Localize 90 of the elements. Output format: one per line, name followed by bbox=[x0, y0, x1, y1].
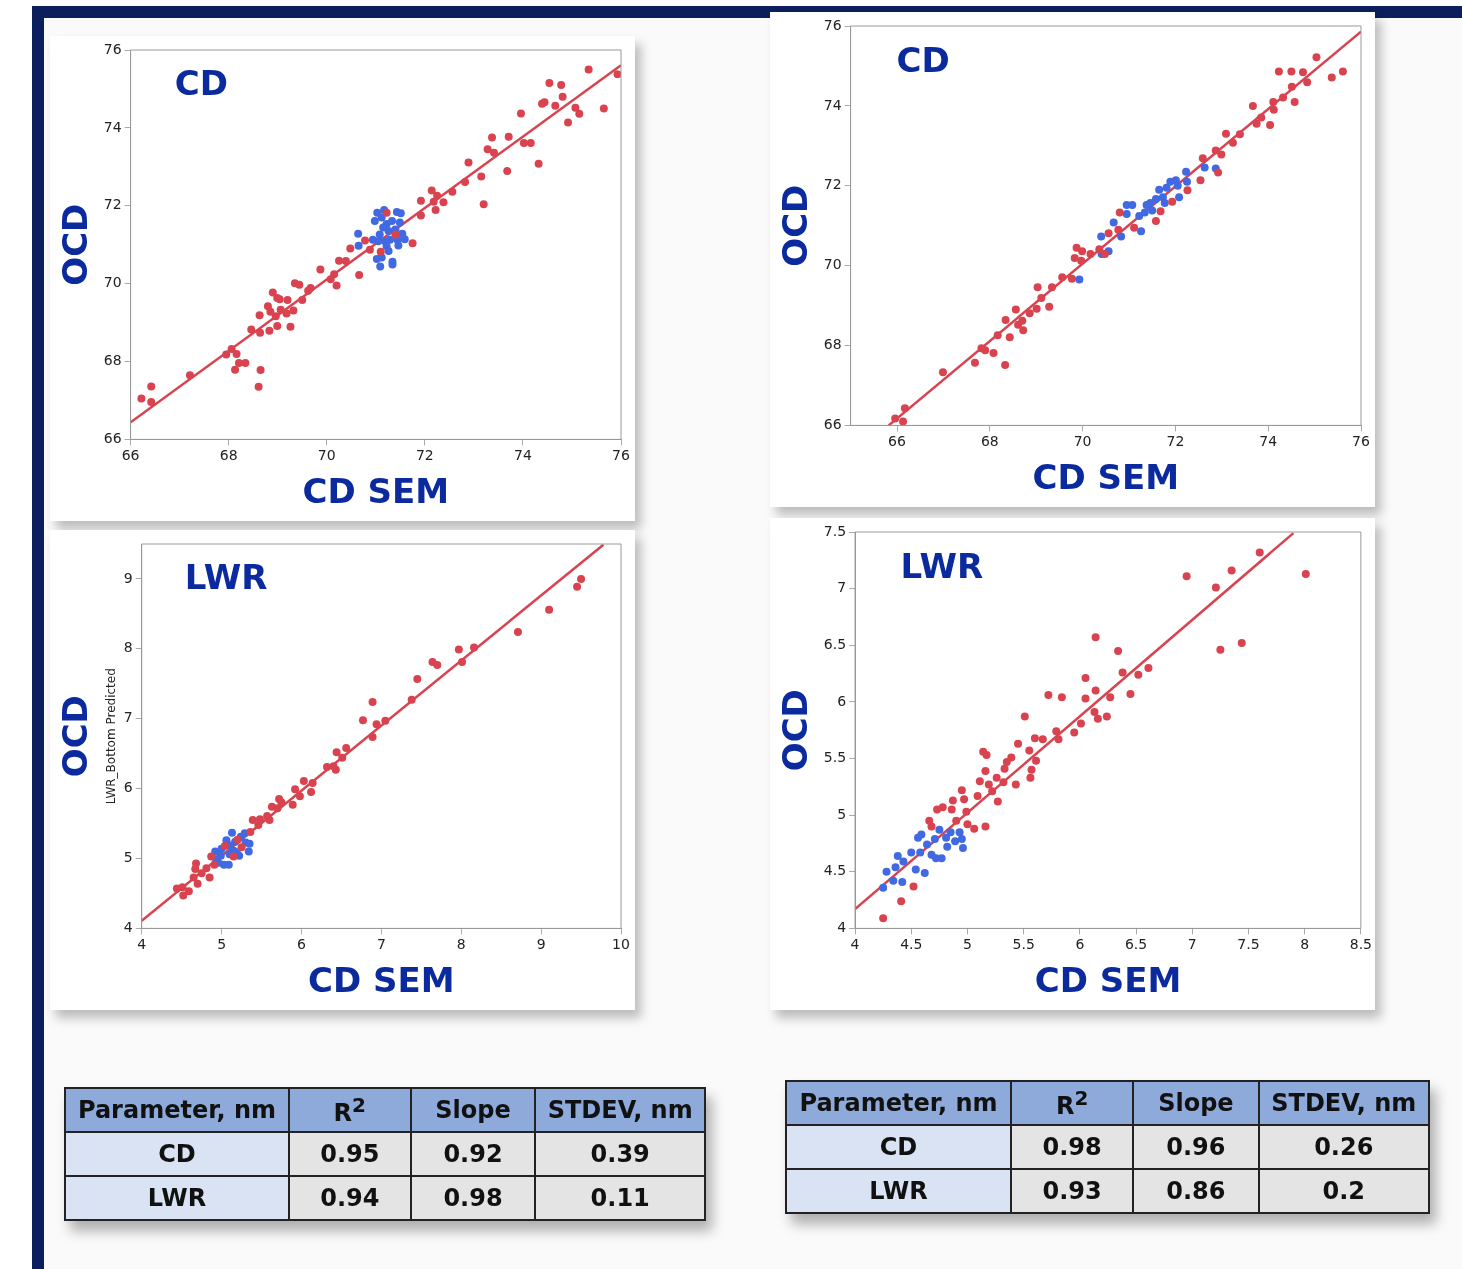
x-tick-label: 5.5 bbox=[1012, 936, 1035, 953]
text: 0.2 bbox=[1258, 1169, 1429, 1213]
x-tick-label: 7.5 bbox=[1237, 936, 1260, 953]
x-tick-label: 76 bbox=[1352, 433, 1370, 450]
text: 0.98 bbox=[1011, 1125, 1134, 1169]
y-tick-label: 4 bbox=[837, 919, 847, 936]
text: 0.92 bbox=[410, 1132, 536, 1176]
y-tick-label: 76 bbox=[103, 40, 122, 57]
chart-title: CD bbox=[896, 39, 950, 80]
text: LWR bbox=[65, 1176, 289, 1220]
x-tick-label: 6 bbox=[1075, 936, 1085, 953]
x-tick-label: 4.5 bbox=[900, 936, 923, 953]
x-tick-label: 72 bbox=[1166, 433, 1185, 450]
x-tick-label: 8.5 bbox=[1349, 936, 1372, 953]
x-axis-title: CD SEM bbox=[308, 960, 455, 1001]
y-tick-label: 4 bbox=[123, 919, 133, 936]
x-tick-label: 74 bbox=[1259, 433, 1278, 450]
x-axis-title: CD SEM bbox=[1034, 960, 1182, 1001]
x-tick-label: 8 bbox=[456, 936, 466, 953]
y-tick-label: 4.5 bbox=[823, 862, 847, 879]
x-tick-label: 7 bbox=[1187, 936, 1197, 953]
chart-title: LWR bbox=[184, 557, 268, 598]
chart-title: LWR bbox=[900, 545, 984, 586]
text: 0.95 bbox=[289, 1132, 411, 1176]
x-tick-label: 74 bbox=[514, 447, 532, 464]
y-tick-label: 6.5 bbox=[823, 635, 847, 652]
x-tick-label: 5 bbox=[963, 936, 972, 953]
x-tick-label: 68 bbox=[980, 433, 999, 450]
y-tick-label: 66 bbox=[823, 416, 842, 433]
x-tick-label: 4 bbox=[850, 936, 860, 953]
y-tick-label: 72 bbox=[823, 176, 842, 193]
x-tick-label: 8 bbox=[1300, 936, 1310, 953]
y-axis-title: OCD bbox=[775, 689, 816, 772]
x-axis-title: CD SEM bbox=[1032, 457, 1180, 498]
text: 0.98 bbox=[410, 1176, 536, 1220]
text: Parameter, nm bbox=[65, 1088, 289, 1132]
x-tick-label: 6.5 bbox=[1124, 936, 1148, 953]
y-tick-label: 9 bbox=[123, 569, 133, 586]
y-tick-label: 8 bbox=[123, 639, 133, 656]
x-tick-label: 68 bbox=[219, 447, 238, 464]
text: 0.86 bbox=[1133, 1169, 1259, 1213]
y-tick-label: 76 bbox=[823, 16, 842, 33]
text: LWR_Bottom Predicted bbox=[103, 668, 118, 805]
x-tick-label: 72 bbox=[415, 447, 434, 464]
y-tick-label: 5.5 bbox=[823, 749, 847, 766]
y-tick-label: 74 bbox=[103, 118, 122, 135]
x-tick-label: 4 bbox=[137, 936, 147, 953]
x-tick-label: 70 bbox=[317, 447, 336, 464]
y-axis-title: OCD bbox=[775, 184, 816, 267]
x-tick-label: 7 bbox=[376, 936, 386, 953]
text: R$^{2}$ bbox=[289, 1088, 411, 1132]
x-tick-label: 9 bbox=[536, 936, 546, 953]
x-axis-title: CD SEM bbox=[302, 471, 450, 512]
x-tick-label: 66 bbox=[888, 433, 907, 450]
text: R$^{2}$ bbox=[1011, 1081, 1134, 1125]
chart-title: CD bbox=[174, 63, 228, 104]
text: 0.96 bbox=[1133, 1125, 1259, 1169]
text: Slope bbox=[410, 1088, 536, 1132]
text: Parameter, nm bbox=[786, 1081, 1012, 1125]
y-tick-label: 7 bbox=[123, 709, 133, 726]
y-tick-label: 7.5 bbox=[823, 522, 847, 539]
x-tick-label: 76 bbox=[612, 447, 630, 464]
y-tick-label: 5 bbox=[123, 849, 133, 866]
y-tick-label: 72 bbox=[103, 196, 122, 213]
x-tick-label: 10 bbox=[612, 936, 630, 953]
y-axis-title: OCD bbox=[55, 695, 96, 778]
text: STDEV, nm bbox=[1258, 1081, 1429, 1125]
text: CD bbox=[786, 1125, 1012, 1169]
y-tick-label: 70 bbox=[103, 274, 122, 291]
text: 0.11 bbox=[535, 1176, 705, 1220]
y-tick-label: 68 bbox=[103, 352, 122, 369]
y-tick-label: 70 bbox=[823, 256, 842, 273]
text: Slope bbox=[1133, 1081, 1259, 1125]
y-axis-title: OCD bbox=[55, 203, 96, 286]
x-tick-label: 70 bbox=[1073, 433, 1092, 450]
y-tick-label: 6 bbox=[837, 692, 847, 709]
x-tick-label: 5 bbox=[217, 936, 227, 953]
text: 0.94 bbox=[289, 1176, 411, 1220]
x-tick-label: 6 bbox=[297, 936, 307, 953]
y-tick-label: 74 bbox=[823, 96, 842, 113]
text: 0.26 bbox=[1258, 1125, 1429, 1169]
y-tick-label: 7 bbox=[837, 579, 847, 596]
text: 0.93 bbox=[1011, 1169, 1134, 1213]
text: CD bbox=[65, 1132, 289, 1176]
y-tick-label: 6 bbox=[123, 779, 133, 796]
text: STDEV, nm bbox=[535, 1088, 705, 1132]
text: 0.39 bbox=[535, 1132, 705, 1176]
y-tick-label: 68 bbox=[823, 336, 842, 353]
y-tick-label: 5 bbox=[837, 805, 847, 822]
text: LWR bbox=[786, 1169, 1012, 1213]
